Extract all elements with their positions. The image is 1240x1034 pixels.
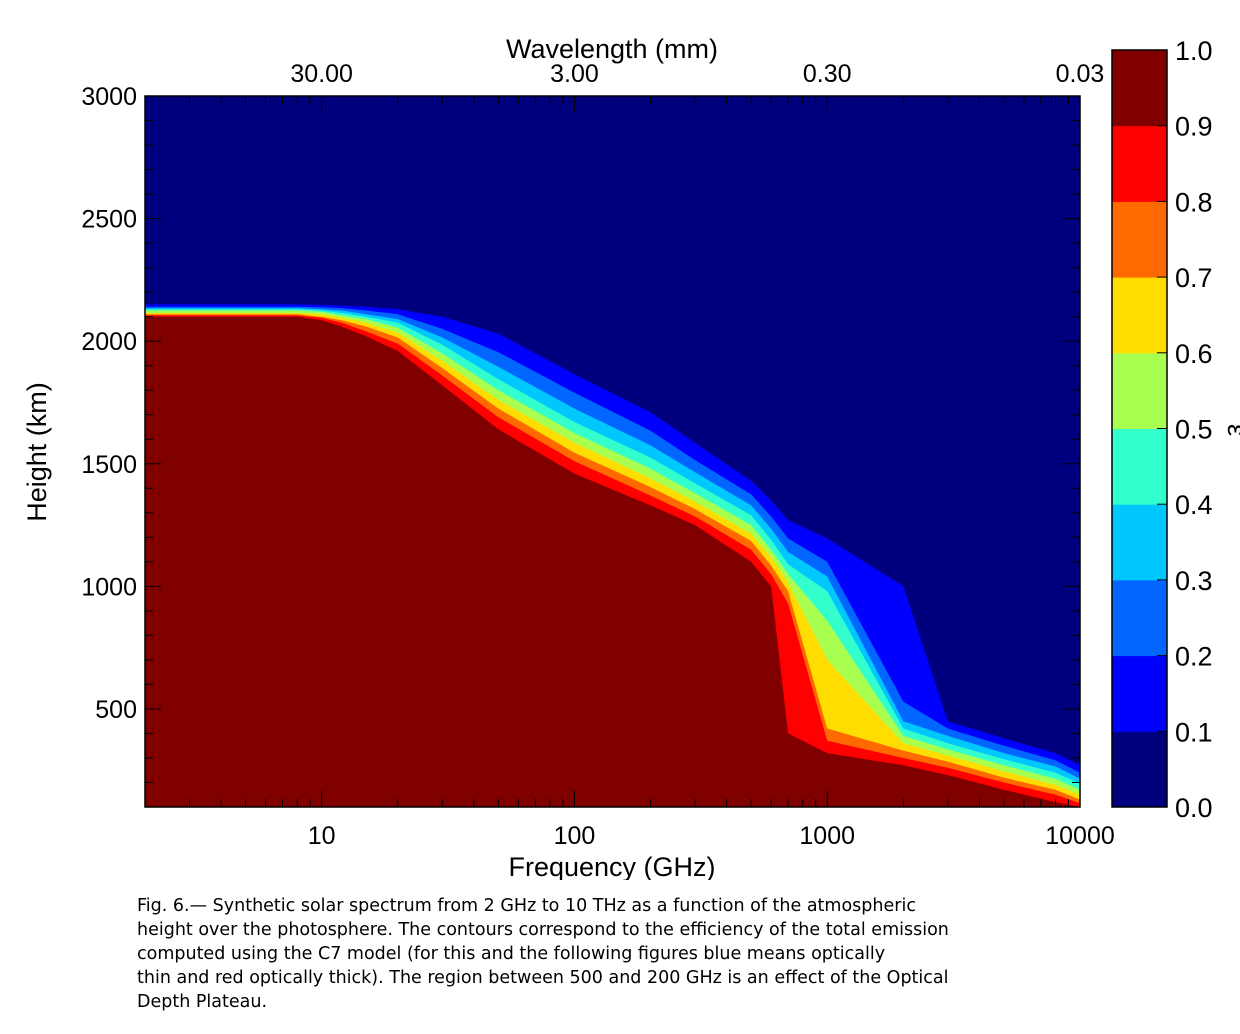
colorbar-tick-label: 0.3: [1175, 566, 1213, 596]
colorbar-swatch: [1112, 125, 1167, 202]
colorbar-tick-label: 0.6: [1175, 339, 1213, 369]
colorbar-tick-label: 0.7: [1175, 263, 1213, 293]
colorbar-tick-label: 1.0: [1175, 36, 1213, 66]
x-tick-label: 100: [554, 822, 596, 850]
x2-tick-label: 30.00: [290, 60, 353, 88]
colorbar-tick-label: 0.2: [1175, 642, 1213, 672]
x2-tick-label: 0.03: [1056, 60, 1105, 88]
colorbar-title: ε: [1222, 424, 1240, 436]
x2-tick-label: 3.00: [550, 60, 599, 88]
colorbar-swatch: [1112, 201, 1167, 278]
colorbar-swatch: [1112, 428, 1167, 505]
colorbar-swatch: [1112, 352, 1167, 429]
x-tick-label: 10000: [1045, 822, 1115, 850]
colorbar-tick-label: 0.5: [1175, 415, 1213, 445]
caption-line: computed using the C7 model (for this an…: [137, 944, 886, 964]
colorbar-tick-label: 0.9: [1175, 112, 1213, 142]
colorbar-swatch: [1112, 277, 1167, 354]
y-tick-label: 2000: [81, 328, 137, 356]
caption-line: Fig. 6.— Synthetic solar spectrum from 2…: [137, 896, 916, 916]
caption-line: thin and red optically thick). The regio…: [137, 968, 949, 988]
colorbar-swatch: [1112, 655, 1167, 732]
y-tick-label: 500: [95, 696, 137, 724]
caption-line: Depth Plateau.: [137, 992, 268, 1012]
top-axis-title: Wavelength (mm): [506, 34, 718, 64]
x-tick-label: 1000: [799, 822, 855, 850]
colorbar-tick-label: 0.0: [1175, 793, 1213, 823]
y-tick-label: 1000: [81, 573, 137, 601]
y-axis-title: Height (km): [22, 382, 52, 522]
figure-caption: Fig. 6.— Synthetic solar spectrum from 2…: [137, 894, 1087, 1014]
x2-tick-label: 0.30: [803, 60, 852, 88]
y-tick-label: 1500: [81, 451, 137, 479]
caption-line: height over the photosphere. The contour…: [137, 920, 949, 940]
colorbar: 0.0 0.1 0.2 0.3 0.4 0.5 0.6 0.7 0.8 0.9 1.0: [1111, 36, 1213, 823]
colorbar-swatch: [1112, 50, 1167, 127]
contour-chart: 10 100 1000 10000 30.00 3.00 0.30 0.03 500 1000 15…: [22, 34, 1240, 882]
contour-band-0.9: [145, 316, 1080, 807]
plot-area: [145, 96, 1080, 807]
x-tick-label: 10: [308, 822, 336, 850]
colorbar-tick-label: 0.4: [1175, 490, 1213, 520]
y-tick-label: 3000: [81, 83, 137, 111]
y-tick-label: 2500: [81, 206, 137, 234]
colorbar-swatch: [1112, 731, 1167, 808]
colorbar-swatch: [1112, 504, 1167, 581]
x-axis-title: Frequency (GHz): [508, 852, 715, 880]
colorbar-swatch: [1112, 579, 1167, 657]
chart-svg: 10 100 1000 10000 30.00 3.00 0.30 0.03 500 1000 15…: [22, 34, 1240, 882]
axes: 10 100 1000 10000 30.00 3.00 0.30 0.03 500 1000 15…: [81, 60, 1114, 850]
colorbar-tick-label: 0.8: [1175, 187, 1213, 217]
plot-frame: [144, 95, 1081, 808]
colorbar-tick-label: 0.1: [1175, 717, 1213, 747]
